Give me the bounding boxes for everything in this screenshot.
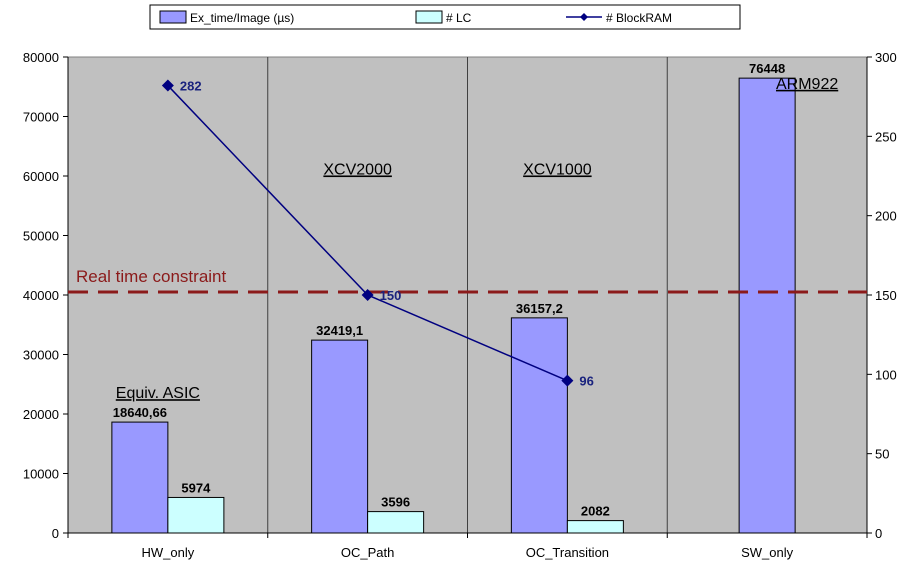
blockram-point <box>161 79 174 92</box>
bar-data-label: 2082 <box>581 504 610 519</box>
y-left-tick-label: 60000 <box>23 169 59 184</box>
region-annotation: XCV2000 <box>323 161 392 178</box>
legend-box <box>149 4 741 30</box>
y-left-tick-label: 80000 <box>23 50 59 65</box>
legend-swatch <box>159 10 187 24</box>
bar-data-label: 5974 <box>181 480 211 495</box>
annotations: Equiv. ASIC XCV2000 XCV1000 ARM922 <box>116 76 839 402</box>
legend-marker <box>580 13 588 21</box>
blockram-data-label: 282 <box>180 79 202 94</box>
blockram-data-label: 150 <box>380 288 402 303</box>
x-axis: HW_only OC_Path OC_Transition SW_only <box>67 532 868 560</box>
y-right-tick-label: 100 <box>875 367 897 382</box>
y-left-tick-label: 0 <box>52 526 59 541</box>
y-left-tick-label: 70000 <box>23 110 59 125</box>
y-right-tick-label: 250 <box>875 129 897 144</box>
y-left-tick-label: 20000 <box>23 407 59 422</box>
bar <box>167 496 225 534</box>
y-axis-left: 0 10000 20000 30000 40000 50000 60000 70000 8000… <box>23 50 69 541</box>
bar-data-label: 36157,2 <box>516 301 563 316</box>
blockram-point <box>361 289 374 301</box>
y-right-tick-label: 150 <box>875 288 897 303</box>
bar-data-label: 32419,1 <box>316 323 363 338</box>
x-tick-label: HW_only <box>142 545 195 560</box>
blockram-data-label: 96 <box>579 374 593 389</box>
y-left-tick-label: 40000 <box>23 288 59 303</box>
x-tick-label: SW_only <box>741 545 794 560</box>
bar <box>367 511 425 534</box>
x-tick-label: OC_Transition <box>526 545 609 560</box>
legend: Ex_time/Image (µs) # LC # BlockRAM <box>149 4 741 30</box>
bar <box>566 520 624 534</box>
region-annotation: XCV1000 <box>523 161 592 178</box>
reference-line-label: Real time constraint <box>76 267 227 286</box>
bar <box>311 339 369 534</box>
bars: 18640,66 5974 32419,1 3596 36157,2 2082 76448 <box>111 61 796 534</box>
line-series: 282 150 96 <box>161 79 594 389</box>
bar-data-label: 76448 <box>749 61 785 76</box>
legend-label: # LC <box>446 11 472 25</box>
bar-data-label: 3596 <box>381 495 410 510</box>
y-right-tick-label: 300 <box>875 50 897 65</box>
bar <box>510 317 568 534</box>
bar-data-label: 18640,66 <box>113 405 167 420</box>
region-annotation: ARM922 <box>776 76 838 93</box>
category-separators <box>267 57 668 533</box>
y-right-tick-label: 50 <box>875 447 889 462</box>
legend-label: # BlockRAM <box>606 11 672 25</box>
blockram-point <box>561 374 574 387</box>
x-tick-label: OC_Path <box>341 545 394 560</box>
y-left-tick-label: 10000 <box>23 467 59 482</box>
reference-line: Real time constraint <box>68 267 867 294</box>
bar <box>738 77 796 534</box>
y-right-tick-label: 200 <box>875 209 897 224</box>
region-annotation: Equiv. ASIC <box>116 385 200 402</box>
bar <box>111 421 169 534</box>
legend-label: Ex_time/Image (µs) <box>190 11 294 25</box>
y-left-tick-label: 30000 <box>23 348 59 363</box>
y-left-tick-label: 50000 <box>23 229 59 244</box>
y-right-tick-label: 0 <box>875 526 882 541</box>
y-axis-right: 0 50 100 150 200 250 300 <box>866 50 897 541</box>
legend-swatch <box>415 10 443 24</box>
